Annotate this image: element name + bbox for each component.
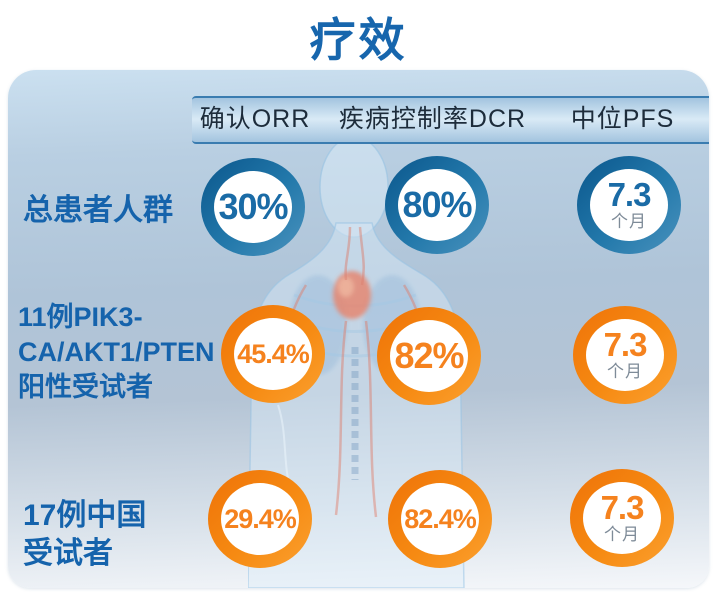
stat-circle-dcr-total: 80%: [385, 156, 489, 254]
stat-value: 80%: [402, 184, 472, 225]
column-header-orr: 确认ORR: [199, 105, 311, 133]
stat-value: 7.3: [600, 489, 645, 527]
column-header-dcr: 疾病控制率DCR: [338, 105, 527, 133]
stat-value: 45.4%: [237, 338, 310, 369]
stat-value: 29.4%: [224, 503, 297, 534]
stat-unit: 个月: [611, 212, 647, 232]
stat-circle-dcr-chinese: 82.4%: [388, 470, 492, 568]
stat-value: 30%: [218, 186, 288, 227]
stat-unit: 个月: [607, 362, 643, 382]
column-header-pfs: 中位PFS: [570, 105, 675, 133]
stat-circle-pfs-chinese: 7.3 个月: [570, 469, 674, 567]
stat-value: 82.4%: [404, 503, 477, 534]
row-label-pik3ca-akt1-pten-positive: 11例PIK3- CA/AKT1/PTEN 阳性受试者: [18, 302, 215, 402]
column-header-band: [192, 96, 709, 144]
stat-circle-orr-chinese: 29.4%: [208, 470, 312, 568]
stat-value: 82%: [394, 335, 464, 376]
stat-circle-orr-total: 30%: [201, 158, 305, 256]
row-label-chinese-subjects: 17例中国 受试者: [23, 499, 147, 570]
stat-value: 7.3: [607, 176, 652, 214]
page-title: 疗效: [309, 14, 408, 66]
stat-circle-dcr-pik3ca: 82%: [377, 307, 481, 405]
stat-unit: 个月: [604, 525, 640, 545]
stat-circle-pfs-pik3ca: 7.3 个月: [573, 306, 677, 404]
stat-circle-pfs-total: 7.3 个月: [577, 156, 681, 254]
stat-value: 7.3: [603, 326, 648, 364]
row-label-total-population: 总患者人群: [23, 194, 173, 227]
stat-circle-orr-pik3ca: 45.4%: [221, 305, 325, 403]
